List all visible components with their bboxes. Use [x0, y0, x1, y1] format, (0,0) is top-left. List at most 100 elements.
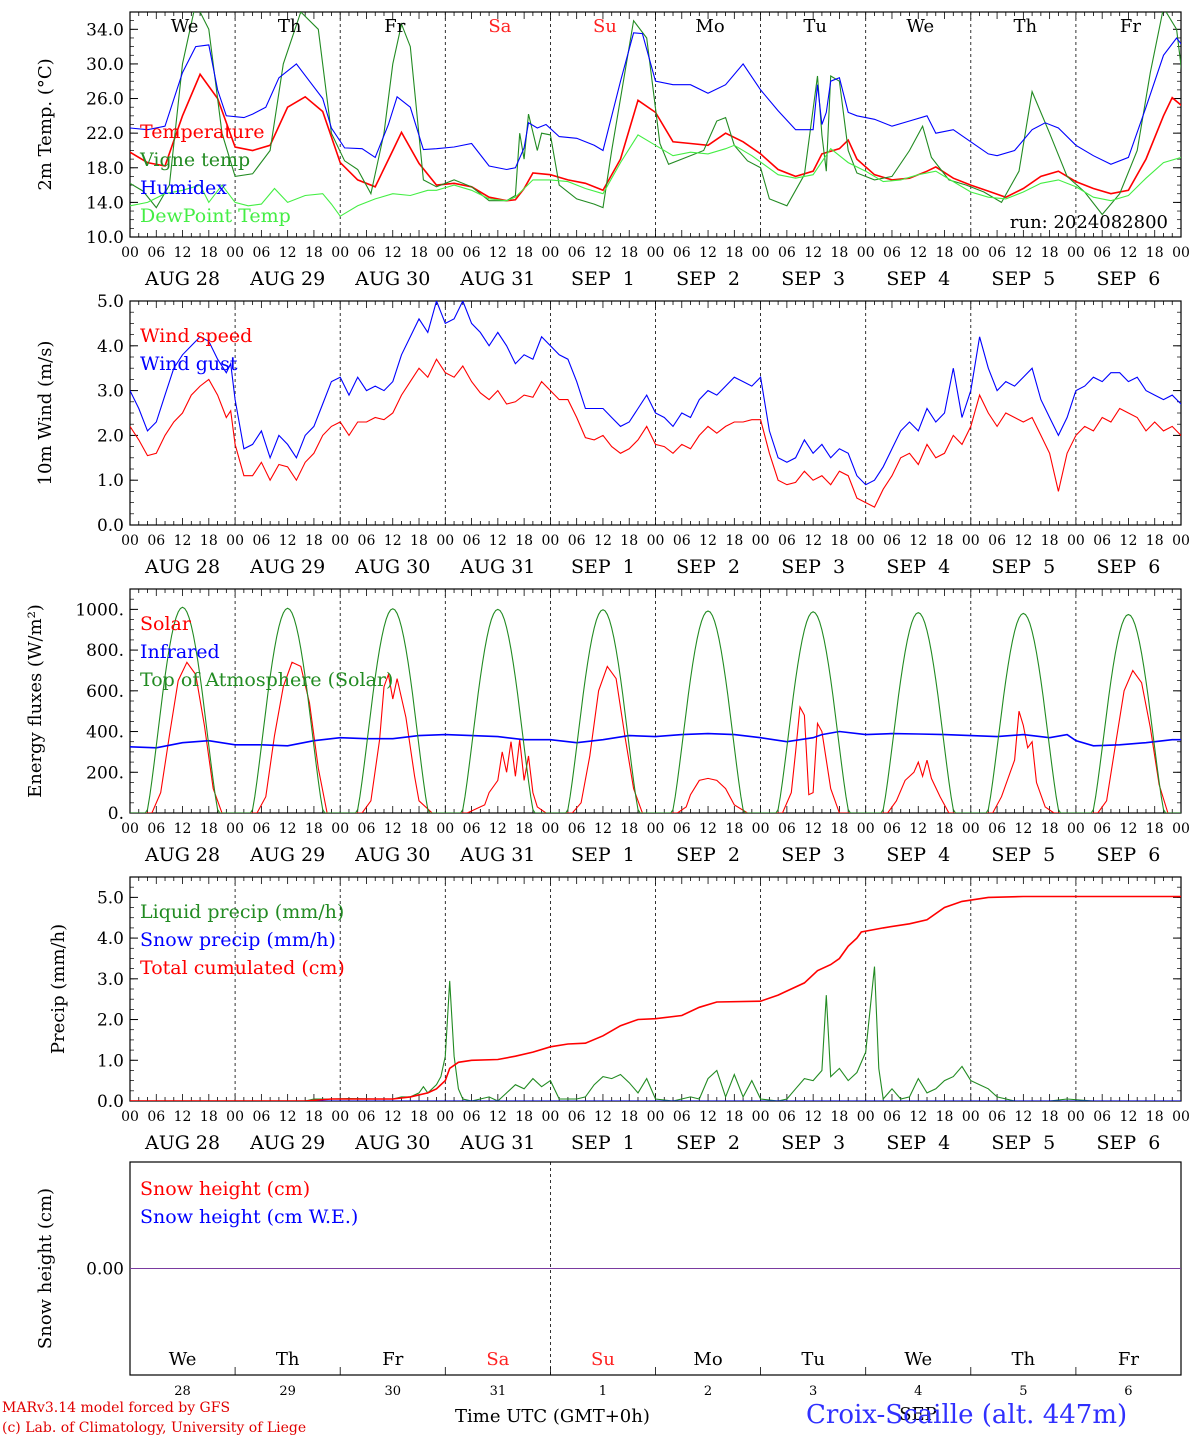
weekday-label: Fr	[1120, 16, 1141, 37]
hour-tick-label: 00	[752, 1109, 770, 1125]
hour-tick-label: 18	[620, 1109, 638, 1125]
hour-tick-label: 18	[305, 1109, 323, 1125]
day-number-label: 30	[384, 1384, 401, 1399]
date-label: SEP 1	[571, 844, 635, 866]
hour-tick-label: 12	[279, 533, 297, 549]
y-tick-label: 1.0	[97, 471, 124, 491]
date-label: SEP 3	[781, 844, 845, 866]
hour-tick-label: 12	[1014, 245, 1032, 261]
hour-tick-label: 00	[962, 821, 980, 837]
date-label: AUG 28	[144, 556, 220, 578]
y-tick-label: 14.0	[86, 193, 124, 213]
hour-tick-label: 12	[699, 821, 717, 837]
hour-tick-label: 06	[358, 1109, 376, 1125]
weekday-label: Fr	[382, 1349, 403, 1370]
hour-tick-label: 06	[1093, 821, 1111, 837]
hour-tick-label: 00	[1172, 245, 1190, 261]
weekday-label: Sa	[488, 16, 511, 37]
hour-tick-label: 12	[384, 533, 402, 549]
hour-tick-label: 12	[489, 821, 507, 837]
hour-tick-label: 00	[1172, 533, 1190, 549]
hour-tick-label: 18	[831, 533, 849, 549]
hour-tick-label: 00	[1067, 245, 1085, 261]
date-label: SEP 5	[991, 556, 1055, 578]
hour-tick-label: 00	[331, 245, 349, 261]
legend-entry: Vigne temp	[139, 149, 250, 171]
hour-tick-label: 00	[857, 533, 875, 549]
hour-tick-label: 18	[1146, 533, 1164, 549]
y-axis-label: 2m Temp. (°C)	[35, 58, 56, 190]
legend-entry: Solar	[140, 613, 192, 635]
hour-tick-label: 00	[857, 245, 875, 261]
hour-tick-label: 06	[673, 821, 691, 837]
hour-tick-label: 06	[883, 821, 901, 837]
date-label: AUG 31	[459, 268, 535, 290]
date-label: SEP 2	[676, 556, 740, 578]
hour-tick-label: 18	[725, 533, 743, 549]
hour-tick-label: 18	[410, 533, 428, 549]
run-label: run: 2024082800	[1010, 212, 1168, 233]
hour-tick-label: 06	[673, 1109, 691, 1125]
date-label: SEP 6	[1097, 844, 1161, 866]
weekday-label: We	[906, 16, 934, 37]
hour-tick-label: 06	[568, 533, 586, 549]
hour-tick-label: 12	[279, 245, 297, 261]
hour-tick-label: 18	[620, 245, 638, 261]
y-tick-label: 1.0	[97, 1051, 124, 1071]
day-number-label: 29	[279, 1384, 296, 1399]
y-tick-label: 34.0	[86, 20, 124, 40]
hour-tick-label: 12	[594, 1109, 612, 1125]
hour-tick-label: 12	[594, 821, 612, 837]
y-tick-label: 200.	[86, 763, 124, 783]
weekday-label: We	[169, 1349, 197, 1370]
hour-tick-label: 06	[463, 1109, 481, 1125]
hour-tick-label: 12	[174, 821, 192, 837]
hour-tick-label: 00	[541, 245, 559, 261]
date-label: AUG 31	[459, 844, 535, 866]
hour-tick-label: 00	[752, 245, 770, 261]
day-number-label: 31	[490, 1384, 507, 1399]
y-tick-label: 400.	[86, 723, 124, 743]
hour-tick-label: 00	[1067, 821, 1085, 837]
legend-entry: Temperature	[140, 121, 264, 143]
hour-tick-label: 12	[1120, 821, 1138, 837]
y-tick-label: 1000.	[75, 600, 124, 620]
series-line-top-of-atmosphere-solar-	[130, 606, 1181, 813]
hour-tick-label: 12	[699, 533, 717, 549]
series-line-dewpoint-temp	[130, 134, 1181, 217]
y-tick-label: 2.0	[97, 1011, 124, 1031]
weekday-label: Tu	[801, 1349, 825, 1370]
series-line-total-cumulated-cm-	[130, 895, 1181, 1101]
date-label: AUG 30	[354, 844, 430, 866]
legend-entry: Infrared	[140, 641, 220, 663]
hour-tick-label: 00	[121, 245, 139, 261]
hour-tick-label: 06	[252, 1109, 270, 1125]
hour-tick-label: 18	[410, 821, 428, 837]
hour-tick-label: 12	[909, 245, 927, 261]
hour-tick-label: 06	[463, 245, 481, 261]
hour-tick-label: 00	[752, 533, 770, 549]
hour-tick-label: 06	[673, 245, 691, 261]
hour-tick-label: 06	[252, 533, 270, 549]
panel-frame-3	[129, 588, 1182, 814]
hour-tick-label: 00	[1172, 821, 1190, 837]
weekday-label: Th	[1014, 16, 1038, 37]
hour-tick-label: 18	[515, 1109, 533, 1125]
hour-tick-label: 18	[515, 533, 533, 549]
hour-tick-label: 06	[358, 533, 376, 549]
hour-tick-label: 06	[883, 1109, 901, 1125]
weekday-label: Th	[276, 1349, 300, 1370]
hour-tick-label: 00	[1172, 1109, 1190, 1125]
date-label: AUG 29	[249, 1132, 325, 1154]
hour-tick-label: 06	[568, 821, 586, 837]
hour-tick-label: 18	[936, 245, 954, 261]
hour-tick-label: 18	[831, 821, 849, 837]
date-label: AUG 29	[249, 844, 325, 866]
weekday-label: We	[171, 16, 199, 37]
legend-entry: Snow precip (mm/h)	[140, 929, 336, 951]
hour-tick-label: 00	[436, 1109, 454, 1125]
legend-entry: Snow height (cm)	[140, 1178, 310, 1200]
hour-tick-label: 06	[988, 1109, 1006, 1125]
hour-tick-label: 18	[725, 1109, 743, 1125]
hour-tick-label: 00	[226, 821, 244, 837]
